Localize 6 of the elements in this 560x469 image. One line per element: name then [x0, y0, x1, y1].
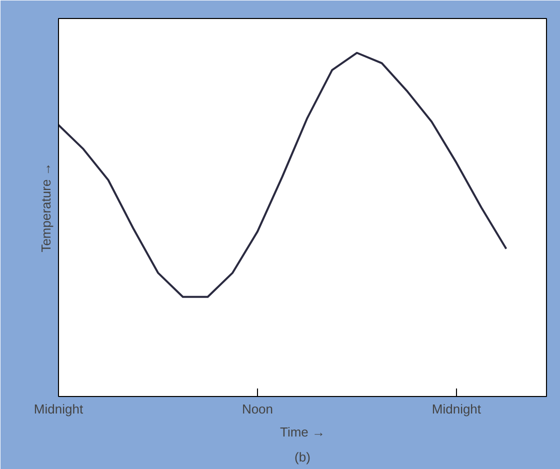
- x-tick-label: Noon: [242, 402, 274, 416]
- x-axis-title: Time →: [280, 424, 326, 440]
- y-axis-title: Temperature →: [38, 162, 54, 252]
- text: (b): [294, 450, 310, 464]
- x-tick-label: Midnight: [432, 402, 482, 416]
- x-tick-label: Midnight: [34, 402, 84, 416]
